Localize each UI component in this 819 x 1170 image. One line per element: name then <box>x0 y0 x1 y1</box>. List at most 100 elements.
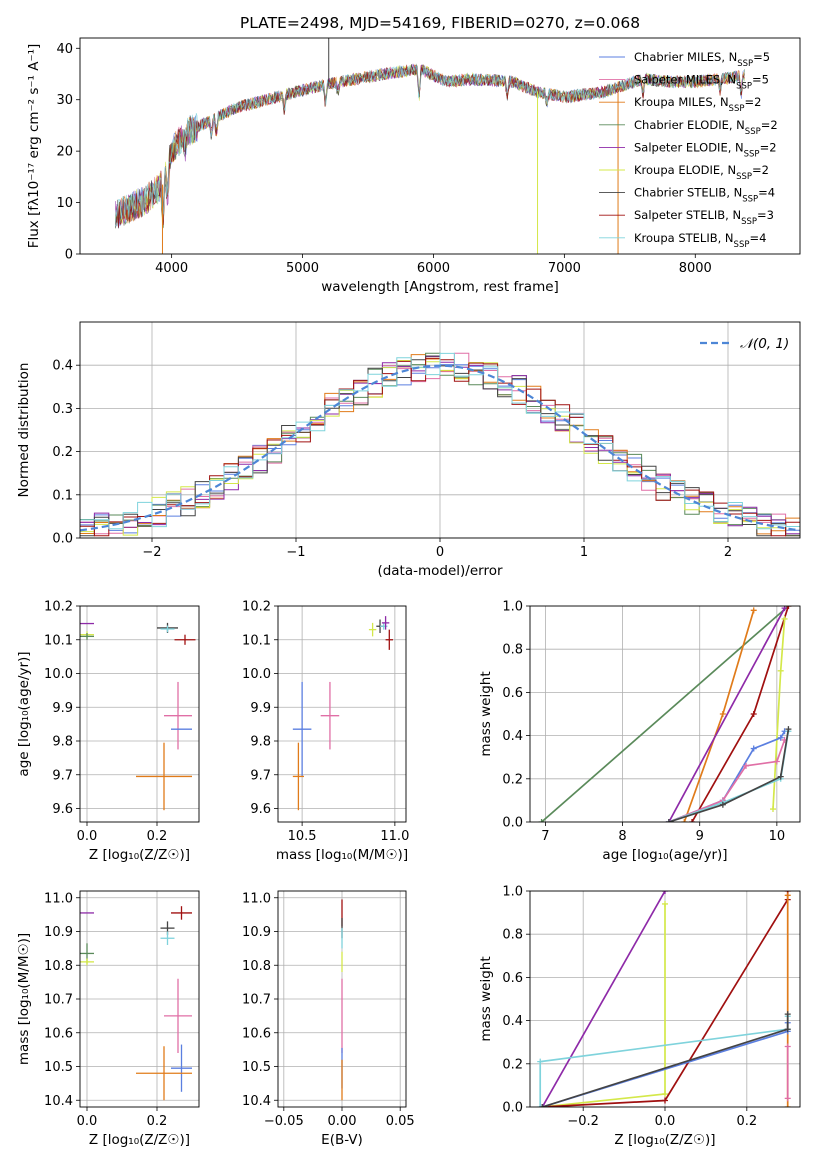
plot-area <box>80 606 199 822</box>
panel-cum-Z: −0.2 0.0 0.2 0.0 0.2 0.4 0.6 0.8 1.0 Z [log₁₀(Z/Z… <box>478 885 801 1148</box>
spectrum-line <box>115 64 745 228</box>
y-tick-label: 0.6 <box>502 971 523 986</box>
legend-main: Kroupa STELIB, N <box>634 231 734 245</box>
legend-tail: =3 <box>757 208 774 222</box>
y-tick-label: 10.6 <box>242 1026 271 1041</box>
cumulative-marker <box>770 806 776 813</box>
y-tick-label: 10.8 <box>242 959 271 974</box>
y-tick-label: 10.4 <box>242 1094 271 1109</box>
cumulative-marker <box>781 615 788 622</box>
axes-frame <box>79 890 200 1108</box>
y-tick-label: 11.0 <box>242 891 271 906</box>
panel-mass-vs-ebv: −0.05 0.00 0.05 10.4 10.5 10.6 10.7 10.8 10.9 11.… <box>242 890 415 1148</box>
legend-sub: SSP <box>736 82 752 92</box>
y-tick-label: 10.5 <box>44 1060 73 1075</box>
x-axis-label: Z [log₁₀(Z/Z☉)] <box>89 1132 190 1148</box>
x-axis-label: E(B-V) <box>321 1132 363 1148</box>
y-tick-label: 10.7 <box>242 993 271 1008</box>
x-tick-label: 0.0 <box>655 1114 676 1129</box>
cumulative-marker <box>719 711 726 717</box>
y-axis-label: mass [log₁₀(M/M☉)] <box>16 933 32 1065</box>
axes-frame <box>277 890 407 1108</box>
plot-area <box>80 322 800 538</box>
cumulative-marker <box>662 900 668 907</box>
cumulative-line <box>668 739 786 822</box>
axes-frame <box>529 890 801 1108</box>
cumulative-marker <box>785 606 792 609</box>
legend-tail: =4 <box>758 186 775 200</box>
y-tick-label: 0.8 <box>502 643 523 658</box>
legend-label: Salpeter ELODIE, NSSP=2 <box>634 140 777 159</box>
normal-curve <box>80 364 800 532</box>
x-tick-label: 8 <box>618 829 626 844</box>
plot-area <box>278 606 406 822</box>
legend-label: Salpeter MILES, NSSP=5 <box>634 73 769 92</box>
legend-main: Kroupa MILES, N <box>634 95 729 109</box>
cumulative-marker <box>785 726 792 733</box>
panel-mass-vs-Z: 0.0 0.2 10.4 10.5 10.6 10.7 10.8 10.9 11.0 Z [log… <box>16 890 200 1148</box>
y-tick-label: 0.2 <box>52 445 73 460</box>
x-tick-label: 2 <box>724 545 732 560</box>
y-tick-label: 0.3 <box>52 402 73 417</box>
x-tick-label: −1 <box>286 545 305 560</box>
x-tick-label: 0.05 <box>386 1114 415 1129</box>
panel-age-vs-Z: 0.0 0.2 9.6 9.7 9.8 9.9 10.0 10.1 10.2 Z [log₁₀(Z… <box>16 600 200 863</box>
cumulative-line <box>683 610 755 822</box>
cumulative-marker <box>784 1043 791 1050</box>
legend-tail: =5 <box>752 73 769 87</box>
x-tick-label: 8000 <box>679 261 712 276</box>
legend-label: Chabrier ELODIE, NSSP=2 <box>634 118 778 137</box>
y-tick-label: 10.1 <box>242 633 271 648</box>
y-axis-label: mass weight <box>478 956 494 1041</box>
legend-label: Salpeter STELIB, NSSP=3 <box>634 208 774 227</box>
y-tick-label: 0.6 <box>502 686 523 701</box>
cumulative-marker <box>784 1026 791 1033</box>
cumulative-marker <box>665 819 672 822</box>
y-tick-label: 9.8 <box>52 735 73 750</box>
legend-tail: =5 <box>753 50 770 64</box>
panel-age-vs-mass: 10.5 11.0 9.6 9.7 9.8 9.9 10.0 10.1 10.2 mass [lo… <box>242 600 409 864</box>
cumulative-line <box>541 891 666 1107</box>
plot-area <box>530 891 800 1107</box>
legend-sub: SSP <box>741 217 757 227</box>
x-axis-label: (data-model)/error <box>377 563 503 579</box>
legend-sub: SSP <box>729 104 745 114</box>
cumulative-line <box>668 730 786 822</box>
panel-cum-age: 7 8 9 10 0.0 0.2 0.4 0.6 0.8 1.0 age [log₁₀(age/yr… <box>478 600 801 863</box>
y-tick-label: 10.0 <box>44 667 73 682</box>
y-tick-label: 0.2 <box>502 1057 523 1072</box>
y-axis-label: age [log₁₀(age/yr)] <box>16 651 32 776</box>
cumulative-marker <box>681 819 688 822</box>
legend-label: Kroupa ELODIE, NSSP=2 <box>634 163 769 182</box>
y-tick-label: 9.9 <box>250 701 271 716</box>
y-tick-label: 10.0 <box>242 667 271 682</box>
y-tick-label: 9.6 <box>250 802 271 817</box>
y-tick-label: 0.8 <box>502 928 523 943</box>
axes-frame <box>79 321 801 539</box>
cumulative-marker <box>719 801 726 808</box>
x-tick-label: 0.0 <box>77 829 98 844</box>
y-axis-label: Flux [fλ10⁻¹⁷ erg cm⁻² s⁻¹ A⁻¹] <box>26 44 42 249</box>
figure-title: PLATE=2498, MJD=54169, FIBERID=0270, z=0… <box>240 14 640 32</box>
y-tick-label: 10.6 <box>44 1026 73 1041</box>
y-tick-label: 10.7 <box>44 993 73 1008</box>
panel-spectrum: 4000 5000 6000 7000 8000 0 10 20 30 40 wavelength … <box>26 37 801 295</box>
legend-sub: SSP <box>737 59 753 69</box>
y-tick-label: 0.1 <box>52 488 73 503</box>
legend-sub: SSP <box>734 240 750 250</box>
axes-frame <box>79 37 801 255</box>
y-tick-label: 0.2 <box>502 772 523 787</box>
y-tick-label: 10.1 <box>44 633 73 648</box>
y-tick-label: 40 <box>56 42 73 57</box>
x-tick-label: 0.2 <box>147 1114 168 1129</box>
cumulative-marker <box>750 607 757 614</box>
cumulative-marker <box>662 1091 668 1098</box>
legend-label: Chabrier STELIB, NSSP=4 <box>634 186 775 205</box>
y-tick-label: 9.6 <box>52 802 73 817</box>
cumulative-marker <box>784 1095 791 1102</box>
legend-sub: SSP <box>745 127 761 137</box>
cumulative-marker <box>662 891 668 894</box>
x-axis-label: mass [log₁₀(M/M☉)] <box>276 847 408 863</box>
legend-main: Chabrier STELIB, N <box>634 186 742 200</box>
legend-label: Kroupa STELIB, NSSP=4 <box>634 231 766 250</box>
